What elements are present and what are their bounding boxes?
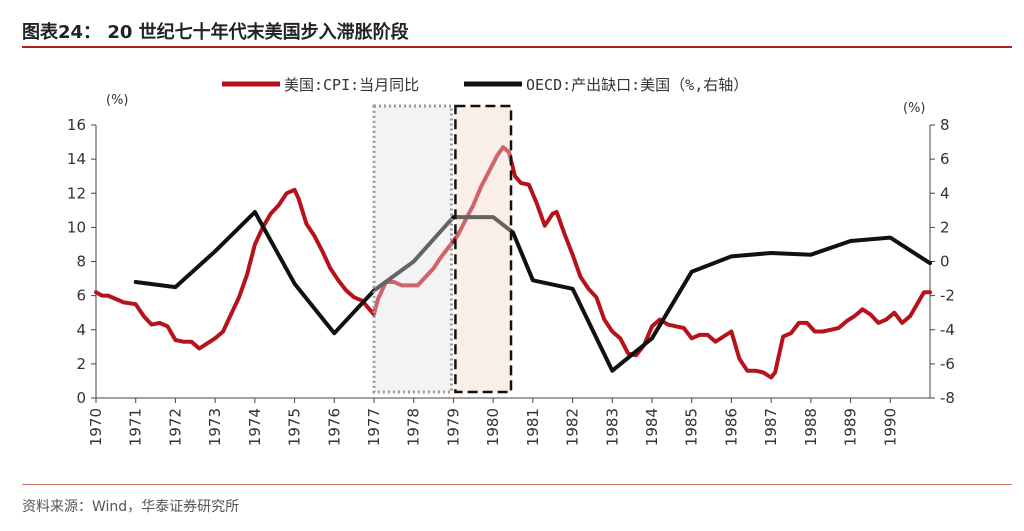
x-tick-label: 1982: [564, 408, 582, 446]
left-tick-label: 12: [67, 184, 86, 202]
left-axis-unit: (%): [106, 93, 129, 108]
x-tick-label: 1974: [246, 408, 264, 446]
x-tick-label: 1979: [444, 408, 462, 446]
x-tick-label: 1985: [683, 408, 701, 446]
right-tick-label: 6: [940, 150, 950, 168]
source-divider: [22, 484, 1012, 485]
left-tick-label: 16: [67, 116, 86, 134]
page-title: 图表24： 20 世纪七十年代末美国步入滞胀阶段: [22, 22, 409, 43]
shade-period-1: [374, 106, 452, 392]
shade-overlay-2: [455, 106, 512, 392]
source-note: 资料来源：Wind，华泰证券研究所: [22, 499, 240, 515]
chart-axes: 0 2 4 6 8 10 12 14 16 -8 -6 -4 -2 0 2 4 6 8 1970 1971 1972 19…: [67, 116, 955, 446]
chart-legend: 美国:CPI:当月同比 OECD:产出缺口:美国（%,右轴）: [222, 76, 748, 94]
left-tick-label: 0: [76, 389, 86, 407]
x-tick-label: 1972: [166, 408, 184, 446]
x-tick-label: 1981: [524, 408, 542, 446]
right-tick-label: -8: [940, 389, 955, 407]
right-tick-label: 2: [940, 218, 950, 236]
x-tick-label: 1971: [127, 408, 145, 446]
legend-label-output-gap: OECD:产出缺口:美国（%,右轴）: [526, 76, 748, 94]
x-tick-label: 1978: [405, 408, 423, 446]
x-tick-label: 1973: [206, 408, 224, 446]
left-tick-label: 6: [76, 287, 86, 305]
x-tick-label: 1977: [365, 408, 383, 446]
period-box-1: [372, 104, 453, 394]
left-tick-label: 8: [76, 253, 86, 271]
x-tick-label: 1976: [325, 408, 343, 446]
shade-period-2: [455, 106, 512, 392]
series-line-output-gap: [133, 210, 932, 373]
right-tick-label: 0: [940, 253, 950, 271]
left-tick-label: 4: [76, 321, 86, 339]
x-tick-label: 1983: [603, 408, 621, 446]
title-divider: [22, 46, 1012, 48]
right-axis-unit: (%): [903, 101, 926, 116]
x-tick-label: 1980: [484, 408, 502, 446]
period-boxes: [372, 104, 513, 394]
x-tick-label: 1990: [881, 408, 899, 446]
series-line-cpi: [94, 145, 932, 380]
legend-label-cpi: 美国:CPI:当月同比: [284, 76, 419, 94]
shaded-periods: [374, 106, 512, 392]
right-tick-label: 4: [940, 184, 950, 202]
right-tick-label: -2: [940, 287, 955, 305]
stagflation-chart: 0 2 4 6 8 10 12 14 16 -8 -6 -4 -2 0 2 4 6 8 1970 1971 1972 19…: [67, 76, 955, 446]
right-tick-label: -6: [940, 355, 955, 373]
right-tick-label: -4: [940, 321, 955, 339]
series-layer: [94, 145, 932, 380]
period-box-2: [454, 104, 513, 394]
shade-overlay-1: [374, 106, 452, 392]
x-tick-label: 1975: [286, 408, 304, 446]
right-tick-label: 8: [940, 116, 950, 134]
left-tick-label: 14: [67, 150, 86, 168]
x-tick-label: 1970: [87, 408, 105, 446]
x-tick-label: 1989: [842, 408, 860, 446]
x-tick-label: 1987: [762, 408, 780, 446]
x-tick-label: 1988: [802, 408, 820, 446]
x-tick-label: 1986: [722, 408, 740, 446]
left-tick-label: 2: [76, 355, 86, 373]
x-tick-label: 1984: [643, 408, 661, 446]
left-tick-label: 10: [67, 218, 86, 236]
